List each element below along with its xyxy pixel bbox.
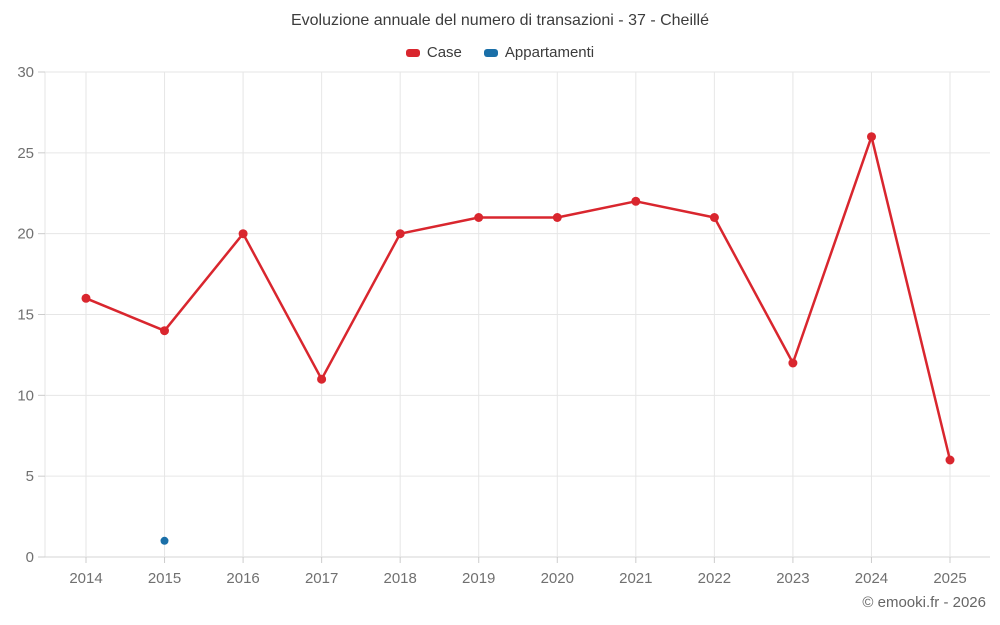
point-case-2019[interactable] xyxy=(474,213,484,222)
legend-label-appartamenti: Appartamenti xyxy=(504,44,595,61)
credit-link[interactable]: © emooki.fr - 2026 xyxy=(862,594,986,611)
point-case-2023[interactable] xyxy=(788,358,798,368)
point-case-2016[interactable] xyxy=(238,229,248,239)
x-axis-label: 2016 xyxy=(226,570,259,587)
x-axis-label: 2021 xyxy=(619,570,652,587)
point-case-2024[interactable] xyxy=(867,132,876,142)
legend-swatch-appartamenti xyxy=(483,48,498,57)
point-case-2014[interactable] xyxy=(81,293,91,303)
point-case-2018[interactable] xyxy=(395,229,405,239)
point-case-2015[interactable] xyxy=(160,326,169,336)
point-case-2022[interactable] xyxy=(709,213,719,222)
point-case-2025[interactable] xyxy=(945,455,955,465)
y-axis-label: 0 xyxy=(26,549,34,566)
point-case-2021[interactable] xyxy=(631,196,641,206)
legend-label-case: Case xyxy=(426,44,462,61)
y-axis-label: 15 xyxy=(17,307,34,324)
x-axis-label: 2015 xyxy=(148,570,181,587)
legend-item-appartamenti[interactable]: Appartamenti xyxy=(483,44,595,61)
y-axis-label: 25 xyxy=(17,145,34,162)
x-axis-label: 2024 xyxy=(855,570,888,587)
y-axis-label: 5 xyxy=(26,468,34,485)
legend-item-case[interactable]: Case xyxy=(405,44,462,61)
point-case-2017[interactable] xyxy=(317,374,327,384)
point-appartamenti-2015[interactable] xyxy=(160,536,169,545)
series-line-case xyxy=(84,135,952,462)
x-axis-label: 2014 xyxy=(69,570,102,587)
x-axis-label: 2019 xyxy=(462,570,495,587)
x-axis-label: 2017 xyxy=(305,570,338,587)
x-axis-label: 2020 xyxy=(541,570,574,587)
legend-swatch-case xyxy=(405,48,420,57)
legend: Case Appartamenti xyxy=(0,44,1000,61)
chart-title: Evoluzione annuale del numero di transaz… xyxy=(290,12,710,29)
x-axis-label: 2018 xyxy=(383,570,416,587)
y-axis-label: 10 xyxy=(17,387,34,404)
y-axis-label: 30 xyxy=(17,64,34,81)
x-axis-label: 2023 xyxy=(776,570,809,587)
x-axis-label: 2022 xyxy=(698,570,731,587)
point-case-2020[interactable] xyxy=(552,213,562,222)
y-axis-label: 20 xyxy=(17,226,34,243)
x-axis-label: 2025 xyxy=(933,570,966,587)
